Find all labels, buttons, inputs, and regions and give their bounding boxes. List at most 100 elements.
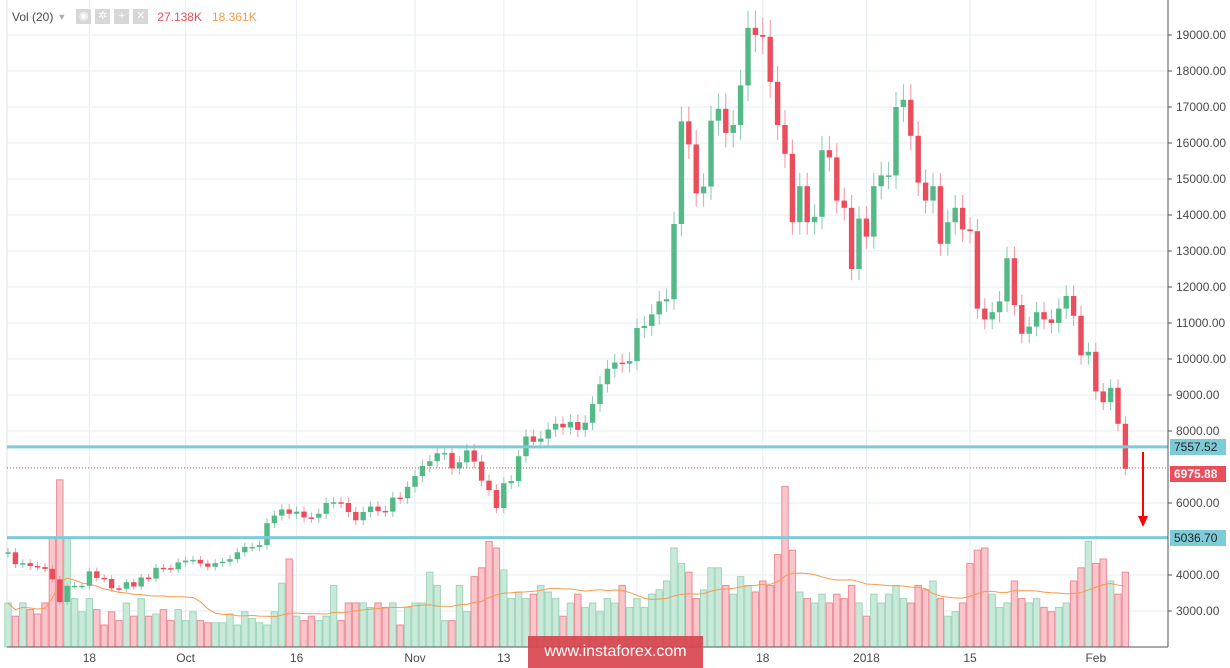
candle-body: [242, 546, 248, 553]
volume-bar: [48, 536, 57, 648]
candle-body: [71, 585, 78, 588]
current-price-label: 6975.88: [1170, 465, 1226, 482]
volume-bar: [396, 624, 404, 648]
volume-bar: [500, 569, 508, 648]
volume-bar: [818, 593, 826, 648]
candle-body: [1078, 315, 1084, 356]
candle-body: [190, 559, 196, 562]
watermark: www.instaforex.com: [528, 636, 703, 668]
volume-bar: [966, 562, 974, 648]
volume-bar: [944, 615, 952, 648]
candle-body: [871, 186, 877, 237]
candle-body: [316, 513, 322, 518]
candle-body: [493, 490, 500, 509]
candle-body: [5, 552, 11, 554]
volume-bar: [85, 598, 94, 648]
volume-bar: [1025, 602, 1033, 648]
plus-icon[interactable]: +: [114, 9, 130, 24]
volume-bar: [204, 622, 212, 648]
candle-body: [893, 107, 899, 176]
volume-bar: [411, 602, 419, 648]
volume-bar: [403, 606, 412, 648]
candle-body: [360, 512, 366, 521]
candle-body: [782, 125, 788, 154]
candle-body: [249, 546, 255, 549]
volume-bar: [722, 584, 730, 648]
volume-bar: [877, 602, 885, 648]
candle-body: [811, 216, 818, 223]
volume-bar: [899, 598, 908, 648]
volume-bar: [352, 602, 360, 648]
volume-bar: [448, 620, 456, 648]
candle-body: [34, 566, 41, 568]
candle-body: [671, 224, 677, 300]
candle-body: [530, 436, 537, 442]
volume-bar: [907, 602, 915, 648]
gear-icon[interactable]: ✲: [95, 9, 111, 24]
candle-body: [626, 361, 633, 364]
candle-body: [1004, 258, 1010, 302]
candle-body: [767, 36, 773, 82]
volume-bar: [485, 540, 493, 648]
volume-bar: [130, 615, 138, 648]
candle-body: [1048, 319, 1055, 323]
volume-bar: [433, 584, 441, 648]
candle-body: [264, 523, 270, 546]
candle-body: [982, 308, 988, 320]
volume-bar: [1069, 580, 1078, 648]
candle-body: [404, 486, 411, 499]
candle-body: [834, 157, 840, 201]
eye-icon[interactable]: ◉: [76, 9, 92, 24]
candle-body: [131, 582, 137, 587]
candle-body: [168, 568, 174, 570]
volume-bar: [507, 598, 515, 648]
candle-body: [175, 562, 181, 570]
candle-body: [419, 465, 426, 476]
volume-bar: [137, 598, 145, 648]
volume-bar: [988, 593, 996, 648]
volume-bar: [981, 547, 989, 648]
volume-bar: [477, 567, 486, 648]
price-tick-label: 10000.00: [1176, 352, 1226, 366]
candle-body: [1107, 387, 1114, 403]
candle-body: [1070, 296, 1077, 316]
volume-bar: [26, 609, 34, 648]
candle-body: [804, 186, 810, 223]
volume-bar: [788, 549, 797, 648]
price-tick-label: 11000.00: [1176, 316, 1225, 330]
candle-body: [486, 480, 492, 491]
candle-body: [108, 578, 115, 589]
indicator-name[interactable]: Vol (20): [12, 9, 54, 24]
candle-body: [730, 125, 736, 133]
time-tick-label: 16: [290, 651, 304, 665]
candle-body: [715, 108, 722, 121]
candle-body: [878, 175, 884, 187]
candle-body: [212, 563, 218, 567]
candle-body: [700, 186, 707, 194]
candle-body: [20, 563, 26, 565]
volume-value: 27.138K: [157, 9, 202, 24]
close-icon[interactable]: ✕: [133, 9, 149, 24]
candle-body: [1019, 305, 1025, 334]
candle-body: [1063, 296, 1069, 309]
chevron-down-icon[interactable]: ▼: [57, 11, 67, 22]
volume-bar: [936, 598, 945, 648]
price-tick-label: 12000.00: [1176, 280, 1226, 294]
candle-body: [86, 571, 93, 586]
volume-bar: [11, 615, 20, 648]
volume-bar: [492, 547, 501, 648]
volume-bar: [463, 611, 471, 648]
volume-bar: [440, 620, 449, 648]
volume-bar: [455, 584, 464, 648]
volume-bar: [107, 611, 116, 648]
volume-bar: [19, 602, 27, 648]
time-tick-label: 18: [756, 651, 770, 665]
candle-body: [686, 121, 692, 145]
volume-bar: [381, 606, 390, 648]
candle-body: [974, 231, 981, 309]
candle-body: [101, 577, 107, 580]
candle-body: [182, 560, 189, 563]
volume-bar: [196, 620, 205, 648]
volume-bar: [847, 584, 856, 648]
